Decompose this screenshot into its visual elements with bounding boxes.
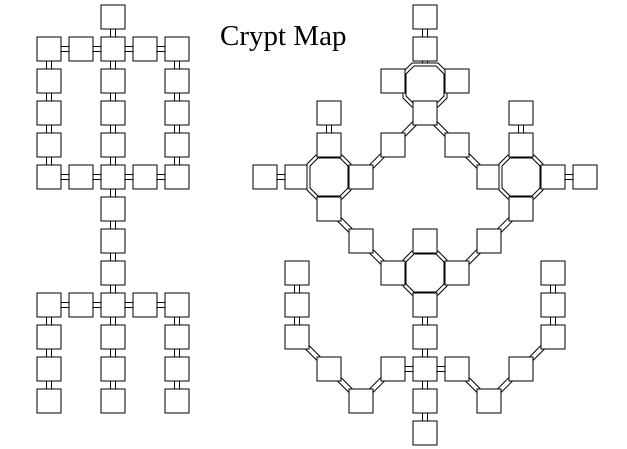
room [252,164,278,190]
room [36,164,62,190]
room [412,324,438,350]
room [412,292,438,318]
room [284,292,310,318]
room [348,164,374,190]
room [68,292,94,318]
room [164,36,190,62]
room [100,36,126,62]
room [36,324,62,350]
room [164,100,190,126]
room [476,164,502,190]
room [508,132,534,158]
room [540,164,566,190]
room [412,228,438,254]
room [164,164,190,190]
room [36,100,62,126]
room [540,324,566,350]
room [316,100,342,126]
room [444,356,470,382]
room [380,356,406,382]
room [316,196,342,222]
room [508,356,534,382]
room [444,260,470,286]
room [100,4,126,30]
chamber [498,154,544,200]
room [100,292,126,318]
room [36,356,62,382]
room [412,356,438,382]
room [508,100,534,126]
room [348,228,374,254]
room [508,196,534,222]
room [164,356,190,382]
room [284,260,310,286]
room [380,68,406,94]
room [100,68,126,94]
room [68,164,94,190]
room [412,36,438,62]
chamber [402,62,448,108]
room [444,132,470,158]
room [36,68,62,94]
chamber [402,250,448,296]
room [412,4,438,30]
room [36,292,62,318]
room [164,388,190,414]
room [412,388,438,414]
room [348,388,374,414]
room [572,164,598,190]
chamber-inner-wall [501,157,541,197]
room [316,356,342,382]
room [284,324,310,350]
room [316,132,342,158]
room [68,36,94,62]
room [444,68,470,94]
chamber-inner-wall [405,253,445,293]
room [380,132,406,158]
room [476,388,502,414]
room [100,164,126,190]
passages [46,23,579,427]
chamber-inner-wall [309,157,349,197]
room [100,356,126,382]
room [100,228,126,254]
room [132,164,158,190]
chamber [306,154,352,200]
room [100,132,126,158]
map-title: Crypt Map [220,20,347,52]
room [36,388,62,414]
room [100,260,126,286]
room [132,36,158,62]
rooms [36,4,598,446]
room [540,260,566,286]
room [412,100,438,126]
room [36,132,62,158]
room [100,196,126,222]
room [164,132,190,158]
room [164,68,190,94]
room [100,324,126,350]
room [132,292,158,318]
room [100,388,126,414]
room [100,100,126,126]
room [476,228,502,254]
room [412,420,438,446]
room [540,292,566,318]
room [380,260,406,286]
room [284,164,310,190]
room [164,324,190,350]
room [36,36,62,62]
room [164,292,190,318]
